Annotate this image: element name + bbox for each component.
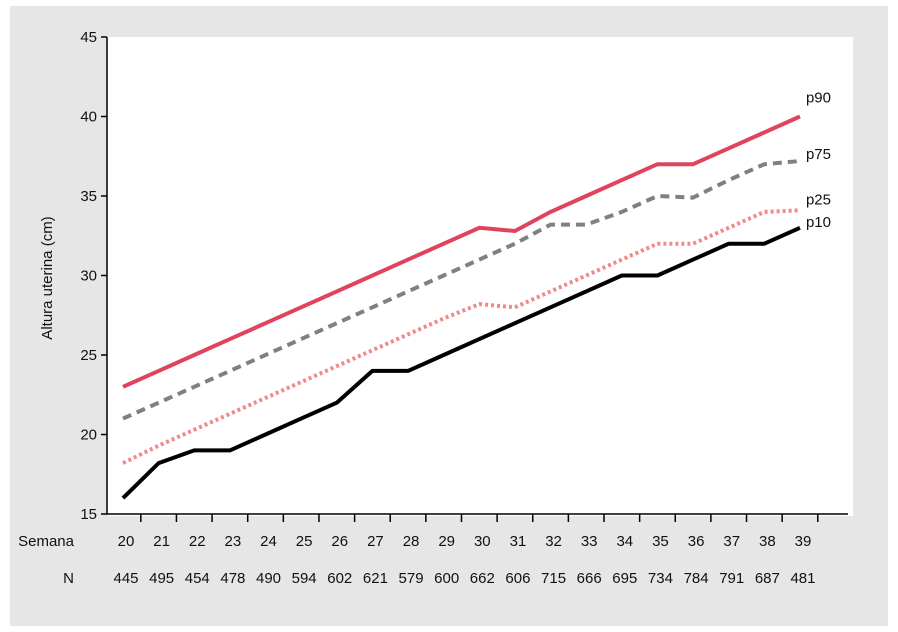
n-value-label: 784 xyxy=(684,570,709,587)
x-tick-label: 30 xyxy=(474,533,491,550)
n-value-label: 481 xyxy=(790,570,815,587)
n-value-label: 606 xyxy=(505,570,530,587)
n-value-label: 594 xyxy=(292,570,317,587)
n-value-label: 666 xyxy=(577,570,602,587)
n-value-label: 695 xyxy=(612,570,637,587)
n-value-label: 734 xyxy=(648,570,673,587)
series-label-p75: p75 xyxy=(806,146,831,163)
series-label-p10: p10 xyxy=(806,214,831,231)
n-value-label: 602 xyxy=(327,570,352,587)
n-value-label: 445 xyxy=(113,570,138,587)
n-value-label: 478 xyxy=(220,570,245,587)
x-tick-label: 25 xyxy=(296,533,313,550)
n-value-label: 687 xyxy=(755,570,780,587)
x-tick-label: 35 xyxy=(652,533,669,550)
x-tick-label: 37 xyxy=(723,533,740,550)
series-label-p90: p90 xyxy=(806,90,831,107)
x-tick-label: 24 xyxy=(260,533,277,550)
n-value-label: 600 xyxy=(434,570,459,587)
n-row-label: N xyxy=(63,570,74,587)
y-tick-label: 45 xyxy=(80,29,97,46)
x-tick-label: 26 xyxy=(331,533,348,550)
x-tick-label: 27 xyxy=(367,533,384,550)
series-label-p25: p25 xyxy=(806,191,831,208)
y-tick-label: 30 xyxy=(80,268,97,285)
x-tick-label: 32 xyxy=(545,533,562,550)
n-value-label: 662 xyxy=(470,570,495,587)
x-row-label: Semana xyxy=(18,533,75,550)
x-tick-label: 23 xyxy=(225,533,242,550)
x-tick-label: 22 xyxy=(189,533,206,550)
x-tick-label: 28 xyxy=(403,533,420,550)
y-tick-label: 25 xyxy=(80,347,97,364)
x-tick-label: 20 xyxy=(118,533,135,550)
chart: 15 20 25 30 35 40 45 p90 p75 p25 p10 20 445 21 495 22… xyxy=(18,29,853,587)
n-value-label: 490 xyxy=(256,570,281,587)
chart-frame: 15 20 25 30 35 40 45 p90 p75 p25 p10 20 445 21 495 22… xyxy=(10,6,888,626)
n-value-label: 715 xyxy=(541,570,566,587)
axes: 15 20 25 30 35 40 45 xyxy=(80,29,848,523)
n-value-label: 579 xyxy=(399,570,424,587)
plot-area xyxy=(107,37,853,516)
n-value-label: 495 xyxy=(149,570,174,587)
n-value-label: 454 xyxy=(185,570,210,587)
x-tick-label: 31 xyxy=(510,533,527,550)
y-tick-label: 35 xyxy=(80,188,97,205)
n-value-label: 621 xyxy=(363,570,388,587)
series-line-p90 xyxy=(122,114,801,389)
y-tick-label: 40 xyxy=(80,109,97,126)
series-layer: p90 p75 p25 p10 xyxy=(121,90,831,500)
y-tick-label: 20 xyxy=(80,427,97,444)
x-tick-label: 39 xyxy=(795,533,812,550)
series-line-p10 xyxy=(121,225,801,500)
n-value-label: 791 xyxy=(719,570,744,587)
x-tick-label: 36 xyxy=(688,533,705,550)
x-tick-label: 33 xyxy=(581,533,598,550)
x-tick-label: 21 xyxy=(153,533,170,550)
y-axis-label: Altura uterina (cm) xyxy=(39,216,56,339)
labels-layer: 20 445 21 495 22 454 23 478 24 490 25 594 26 602 27 621… xyxy=(113,533,815,587)
x-tick-label: 29 xyxy=(438,533,455,550)
x-tick-label: 34 xyxy=(616,533,633,550)
x-tick-label: 38 xyxy=(759,533,776,550)
y-tick-label: 15 xyxy=(80,506,97,523)
series-line-p75 xyxy=(122,159,801,421)
